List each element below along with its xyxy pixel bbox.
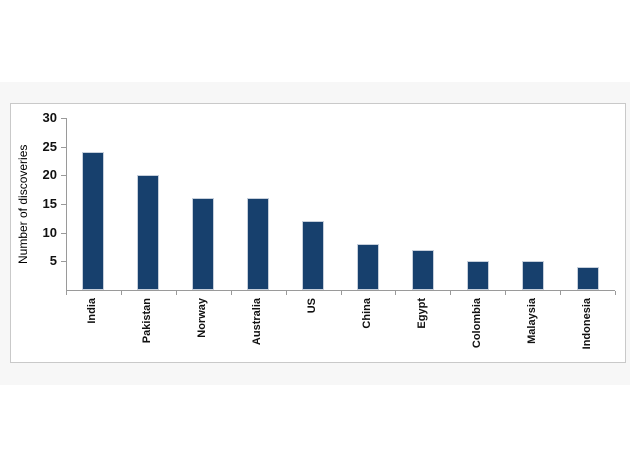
x-tick-mark xyxy=(615,291,616,295)
x-tick-label: US xyxy=(306,298,318,314)
x-tick-label: Australia xyxy=(251,298,263,346)
y-tick-mark xyxy=(61,204,66,205)
x-tick-mark xyxy=(341,291,342,295)
x-tick-label: Malaysia xyxy=(526,298,538,344)
bar xyxy=(577,267,599,290)
bar xyxy=(192,198,214,290)
y-tick-mark xyxy=(61,118,66,119)
bar xyxy=(247,198,269,290)
x-tick-mark xyxy=(176,291,177,295)
x-tick-label: China xyxy=(361,298,373,329)
y-axis-line xyxy=(66,118,67,291)
bar xyxy=(412,250,434,290)
y-tick-label: 25 xyxy=(42,138,57,154)
x-tick-mark xyxy=(395,291,396,295)
x-tick-mark xyxy=(505,291,506,295)
x-tick-label: Colombia xyxy=(471,298,483,349)
bar xyxy=(522,261,544,290)
x-tick-mark xyxy=(450,291,451,295)
x-tick-mark xyxy=(121,291,122,295)
plot-area: Number of discoveries 5 10 15 20 25 30 India Pa… xyxy=(11,104,625,362)
y-tick-mark xyxy=(61,233,66,234)
bar xyxy=(357,244,379,290)
y-tick-mark xyxy=(61,147,66,148)
y-tick-label: 10 xyxy=(42,224,57,240)
y-tick-label: 20 xyxy=(42,167,57,183)
x-tick-label: Pakistan xyxy=(141,298,153,344)
x-tick-mark xyxy=(286,291,287,295)
y-tick-label: 5 xyxy=(49,253,57,269)
x-tick-mark xyxy=(231,291,232,295)
x-tick-mark xyxy=(560,291,561,295)
bar xyxy=(82,152,104,290)
y-tick-mark xyxy=(61,261,66,262)
x-tick-label: Indonesia xyxy=(581,298,593,350)
x-tick-label: Egypt xyxy=(416,298,428,329)
y-tick-label: 15 xyxy=(42,196,57,211)
bar xyxy=(137,175,159,290)
y-tick-mark xyxy=(61,175,66,176)
x-tick-label: Norway xyxy=(196,298,208,338)
x-tick-label: India xyxy=(86,298,98,324)
x-tick-mark xyxy=(66,291,67,295)
bar xyxy=(467,261,489,290)
chart-panel: Number of discoveries 5 10 15 20 25 30 India Pa… xyxy=(10,103,626,363)
y-tick-label: 30 xyxy=(42,110,57,125)
x-axis-line xyxy=(66,290,615,291)
bar xyxy=(302,221,324,290)
